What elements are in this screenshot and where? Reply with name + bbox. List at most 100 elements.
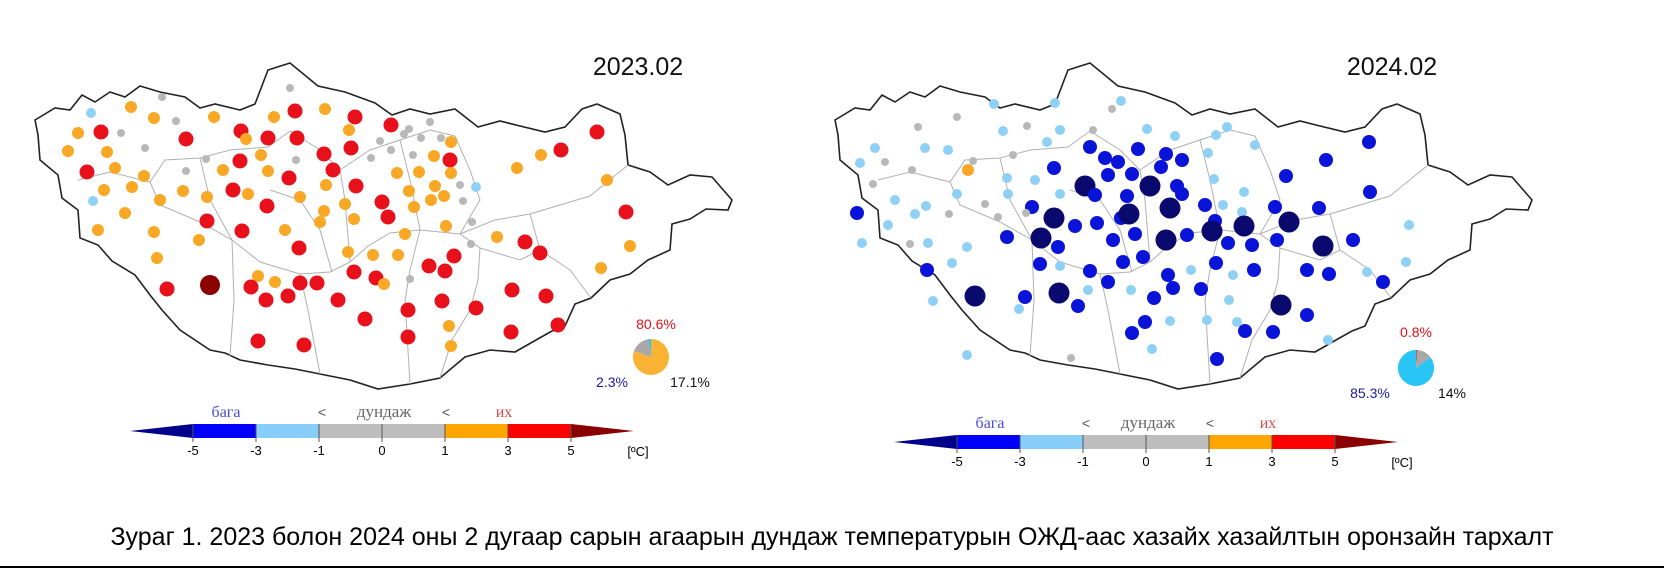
station-dot	[343, 124, 355, 136]
station-dot	[387, 146, 395, 154]
station-dot	[93, 124, 109, 140]
station-dot	[378, 278, 390, 290]
station-dot	[1067, 354, 1075, 362]
tick-1-2024: 1	[1205, 454, 1212, 469]
station-dot	[910, 209, 920, 219]
pie-normal-slice-2024	[1416, 350, 1431, 368]
station-dot	[1319, 153, 1333, 167]
station-dot	[292, 156, 300, 164]
station-dot	[1042, 137, 1052, 147]
station-dot	[908, 166, 916, 174]
station-dot	[151, 252, 163, 264]
legend-high-2023: их	[496, 404, 513, 421]
station-dot	[1126, 285, 1136, 295]
station-dot	[434, 293, 450, 309]
station-dot	[468, 300, 484, 316]
station-dot	[1089, 126, 1097, 134]
pie-below-label-2023: 2.3%	[596, 374, 628, 390]
station-dot	[1159, 197, 1181, 219]
station-dot	[855, 158, 865, 168]
station-dot	[1239, 187, 1249, 197]
station-dot	[511, 162, 523, 174]
station-dot	[342, 246, 354, 258]
station-dot	[446, 248, 462, 264]
station-dot	[199, 213, 215, 229]
percent-pie-2023: 80.6% 2.3% 17.1%	[596, 316, 710, 390]
station-dot	[1237, 207, 1247, 217]
station-dot	[1125, 167, 1139, 181]
station-dot	[1221, 236, 1235, 250]
station-dot	[428, 150, 440, 162]
station-dot	[292, 275, 308, 291]
tick-1-2023: 1	[441, 443, 448, 458]
station-dot	[109, 162, 121, 174]
station-dot	[79, 164, 95, 180]
station-dot	[1047, 161, 1061, 175]
tick-3-2023: 3	[504, 443, 511, 458]
station-dot	[126, 181, 138, 193]
station-dot	[348, 213, 360, 225]
station-dot	[920, 263, 934, 277]
station-dot	[346, 264, 362, 280]
station-dot	[1180, 228, 1194, 242]
station-dot	[1083, 285, 1093, 295]
station-dot	[1202, 315, 1212, 325]
station-dot	[1138, 315, 1152, 329]
pie-normal-label-2024: 14%	[1438, 385, 1466, 401]
station-dot	[467, 240, 475, 248]
station-dot	[881, 158, 889, 166]
station-dot	[1101, 275, 1115, 289]
station-dot	[1055, 261, 1065, 271]
station-dot	[158, 93, 166, 101]
station-dot	[857, 238, 867, 248]
station-dot	[535, 149, 547, 161]
station-dot	[376, 137, 384, 145]
station-dot	[920, 143, 930, 153]
station-dot	[225, 182, 241, 198]
station-dot	[347, 109, 363, 125]
map-panel-2024: 2024.02 0.8% 85.3% 14% бага < дундаж < и…	[832, 0, 1664, 500]
station-dot	[330, 292, 346, 308]
station-dot	[503, 324, 519, 340]
station-dot	[417, 134, 425, 142]
pie-above-label-2024: 0.8%	[1400, 324, 1432, 340]
station-dot	[1203, 148, 1213, 158]
station-dot	[405, 125, 413, 133]
colorbar-tri-left-2024	[894, 435, 957, 449]
station-dot	[1023, 122, 1031, 130]
station-dot	[1055, 189, 1065, 199]
station-dot	[117, 129, 125, 137]
station-dot	[1247, 263, 1261, 277]
station-dot	[1000, 230, 1014, 244]
station-dot	[456, 181, 464, 189]
station-dot	[943, 145, 953, 155]
station-dot	[409, 151, 417, 159]
station-dot	[1139, 175, 1161, 197]
station-dot	[125, 101, 137, 113]
tick-0-2024: 0	[1142, 454, 1149, 469]
station-dot	[289, 130, 305, 146]
station-dot	[1116, 96, 1126, 106]
legend-lt-a-2023: <	[318, 404, 326, 420]
station-dot	[232, 153, 248, 169]
station-dot	[268, 111, 280, 123]
station-dot	[1131, 142, 1145, 156]
station-dot	[1018, 290, 1032, 304]
station-dot	[532, 245, 548, 261]
station-dot	[1014, 304, 1024, 314]
station-dot	[318, 205, 330, 217]
station-dot	[1211, 130, 1221, 140]
pie-normal-label-2023: 17.1%	[670, 374, 710, 390]
station-dot	[945, 210, 953, 218]
station-dot	[445, 340, 457, 352]
station-dot	[442, 152, 458, 168]
station-dot	[1362, 135, 1376, 149]
station-dot	[286, 84, 294, 92]
mongolia-outline	[834, 62, 1533, 390]
station-dot	[258, 292, 274, 308]
station-dot	[1108, 105, 1116, 113]
station-dot	[1228, 270, 1238, 280]
tick-5-2023: 5	[567, 443, 574, 458]
legend-mid-2024: дундаж	[1121, 413, 1175, 432]
station-dot	[517, 234, 533, 250]
